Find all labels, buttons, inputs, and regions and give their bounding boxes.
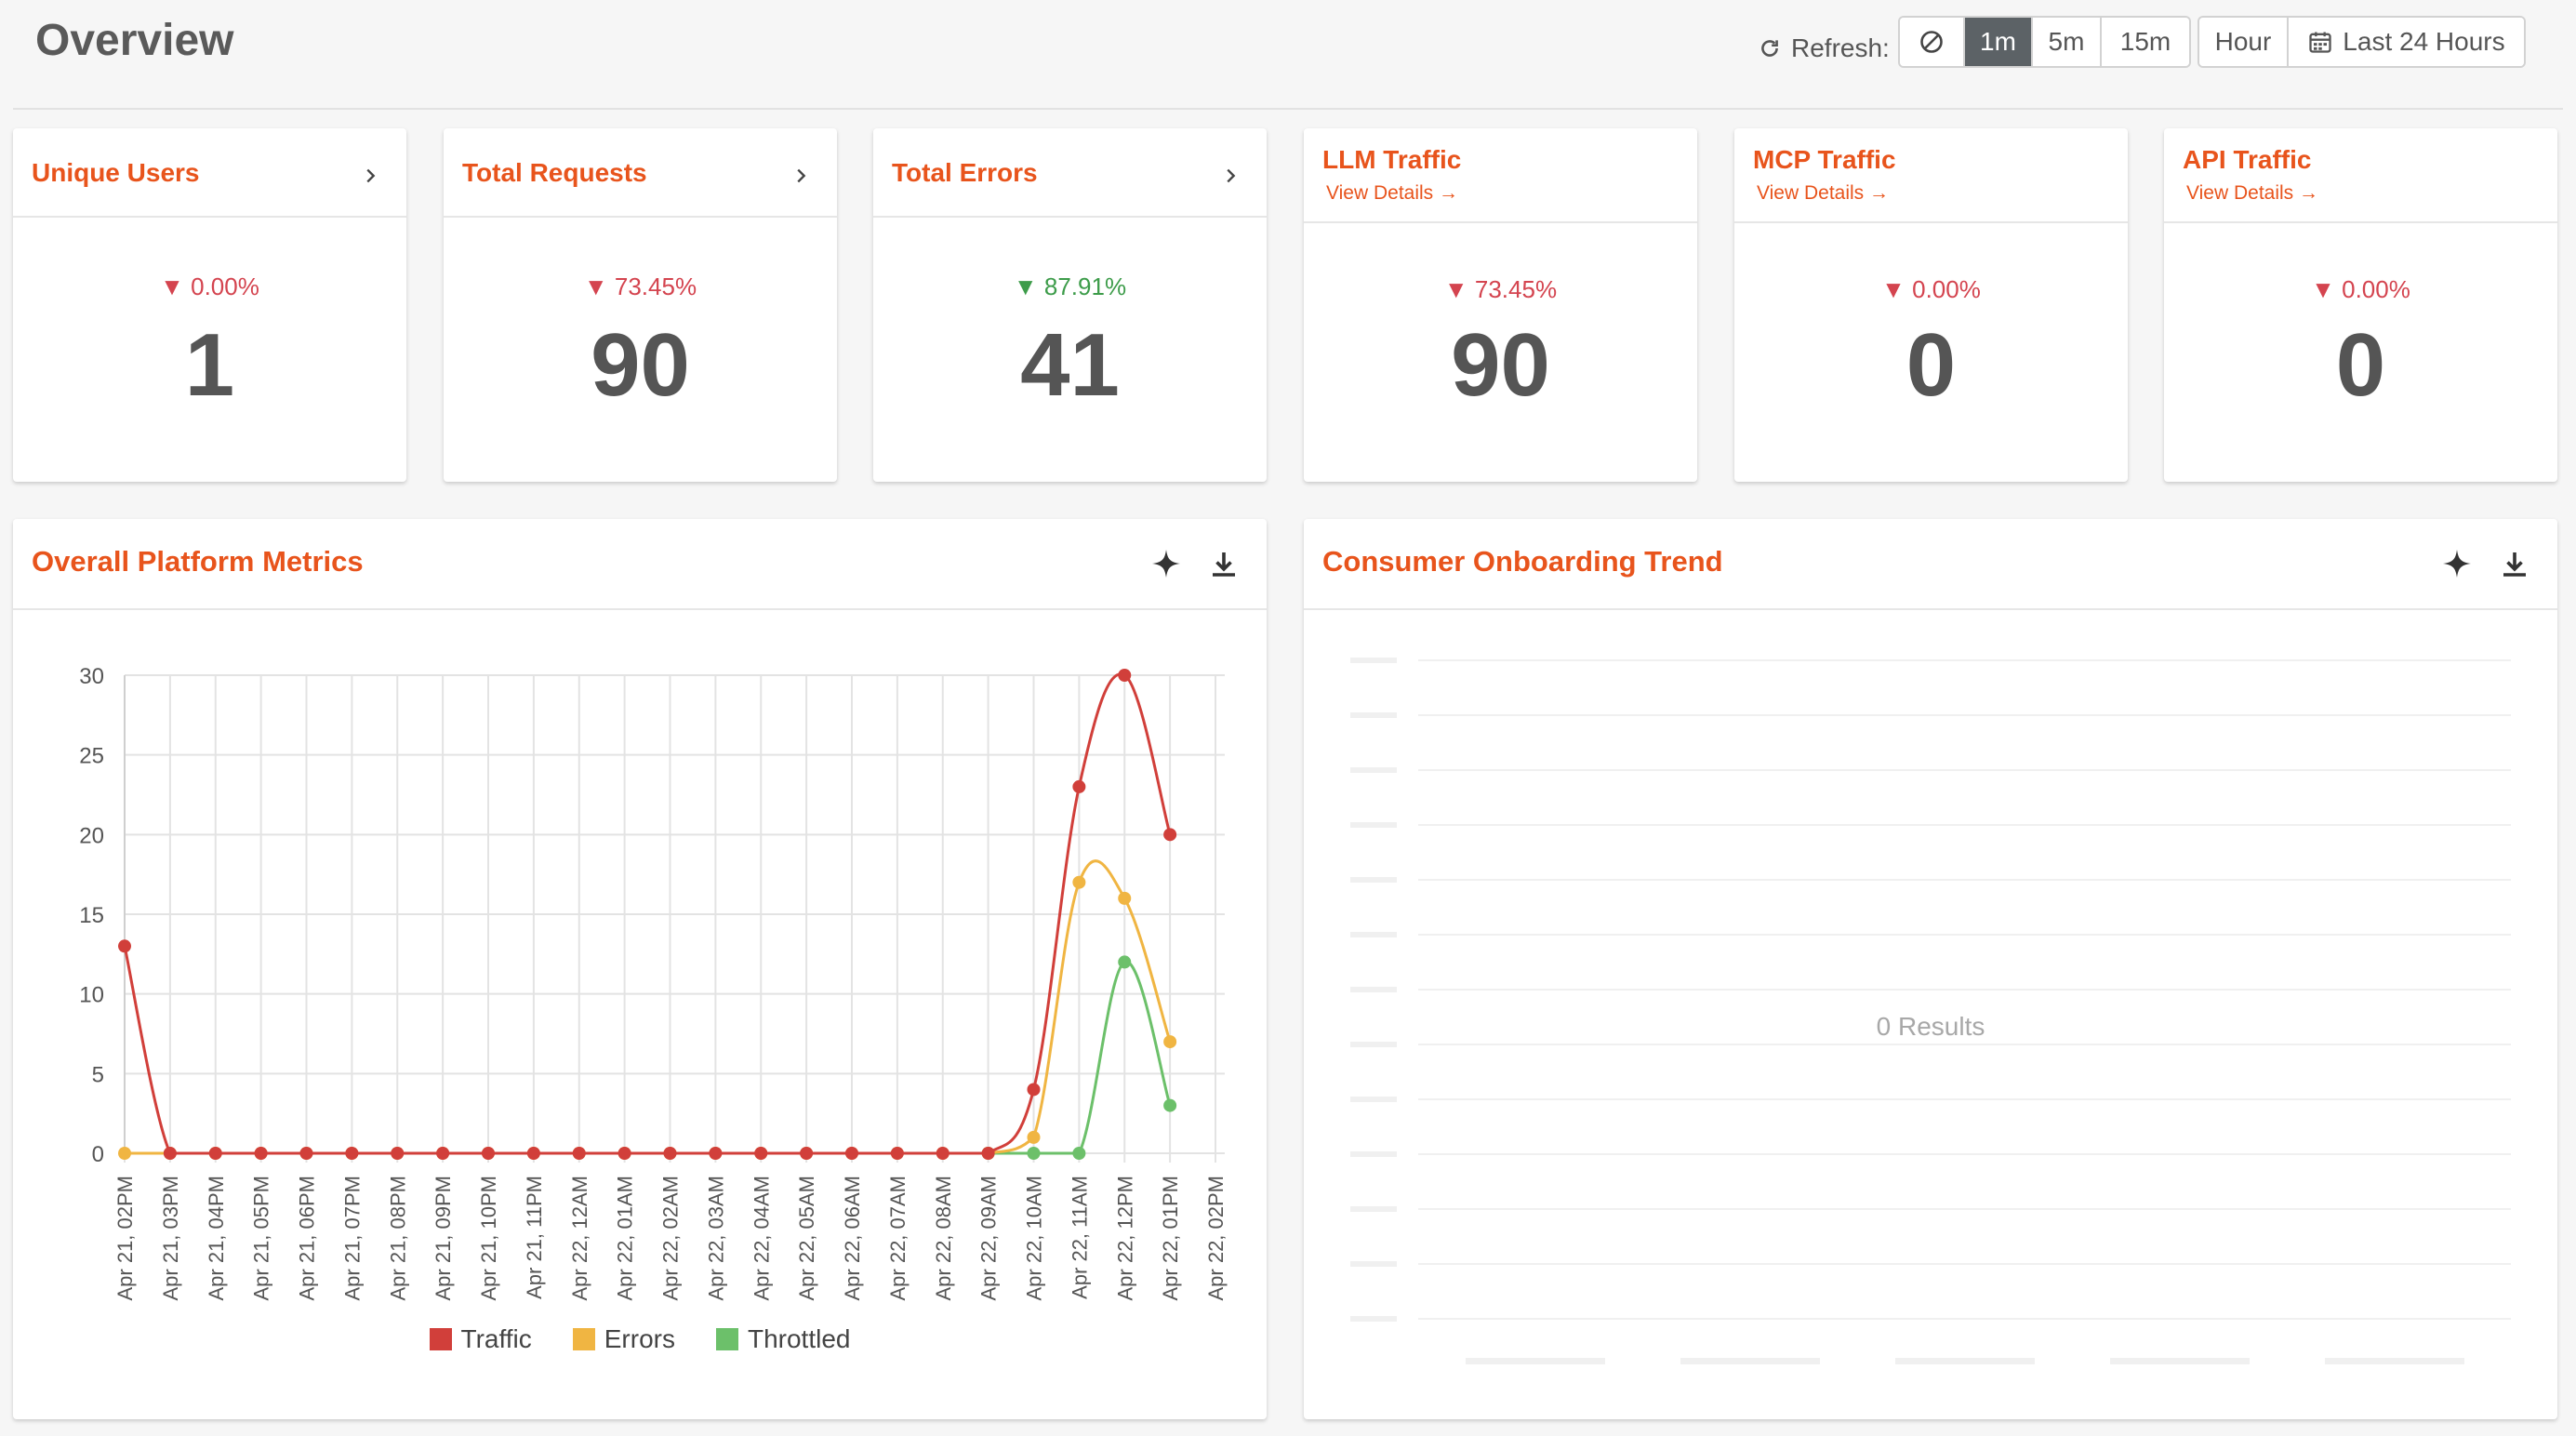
- disabled-icon: [1920, 31, 1943, 53]
- refresh-off-button[interactable]: [1900, 18, 1965, 66]
- refresh-15m-button[interactable]: 15m: [2102, 18, 2189, 66]
- refresh-5m-button[interactable]: 5m: [2033, 18, 2102, 66]
- page-header: Overview Refresh: 1m 5m 15m Hour: [0, 0, 2576, 110]
- kpi-value: 90: [591, 315, 690, 415]
- kpi-title: LLM Traffic: [1322, 145, 1462, 174]
- refresh-label: Refresh:: [1791, 33, 1890, 62]
- download-icon[interactable]: [1207, 547, 1241, 580]
- time-range-group: Hour Last 24 Hours: [2198, 16, 2526, 68]
- kpi-value: 0: [1905, 315, 1957, 415]
- onboarding-trend-panel: Consumer Onboarding Trend: [1304, 519, 2557, 1419]
- kpi-delta: ▼ 73.45%: [1443, 275, 1558, 303]
- legend-label: Throttled: [747, 1324, 851, 1353]
- chevron-right-icon[interactable]: [360, 166, 380, 186]
- legend-item-traffic[interactable]: Traffic: [429, 1324, 532, 1354]
- view-details-link[interactable]: View Details →: [1326, 182, 1458, 204]
- kpi-card-total-requests[interactable]: Total Requests ▼ 73.45% 90: [444, 128, 837, 482]
- platform-metrics-panel: Overall Platform Metrics: [13, 519, 1267, 1419]
- kpi-value: 90: [1451, 315, 1550, 415]
- legend-item-throttled[interactable]: Throttled: [715, 1324, 851, 1354]
- kpi-card-llm-traffic: LLM Traffic View Details → ▼ 73.45% 90: [1304, 128, 1697, 482]
- chevron-right-icon[interactable]: [790, 166, 811, 186]
- time-range-label: Last 24 Hours: [2343, 27, 2505, 56]
- page-title: Overview: [35, 16, 234, 65]
- kpi-title: Unique Users: [32, 158, 200, 187]
- kpi-card-total-errors[interactable]: Total Errors ▼ 87.91% 41: [873, 128, 1267, 482]
- kpi-delta: ▼ 0.00%: [1881, 275, 1981, 303]
- kpi-delta: ▼ 0.00%: [2311, 275, 2410, 303]
- download-icon[interactable]: [2498, 547, 2531, 580]
- refresh-icon[interactable]: [1758, 36, 1782, 60]
- time-range-button[interactable]: Last 24 Hours: [2288, 18, 2524, 66]
- kpi-value: 0: [2335, 315, 2386, 415]
- legend-label: Traffic: [460, 1324, 532, 1353]
- header-divider: [13, 108, 2563, 110]
- kpi-delta: ▼ 0.00%: [160, 273, 259, 300]
- kpi-value: 1: [184, 315, 235, 415]
- view-details-link[interactable]: View Details →: [2186, 182, 2318, 204]
- granularity-button[interactable]: Hour: [2199, 18, 2289, 66]
- kpi-card-unique-users[interactable]: Unique Users ▼ 0.00% 1: [13, 128, 406, 482]
- panel-title: Overall Platform Metrics: [32, 545, 364, 578]
- kpi-value: 41: [1020, 315, 1120, 415]
- kpi-title: Total Errors: [892, 158, 1038, 187]
- legend-swatch: [429, 1328, 452, 1350]
- sparkle-icon[interactable]: [1149, 547, 1183, 580]
- chevron-right-icon[interactable]: [1220, 166, 1241, 186]
- kpi-title: Total Requests: [462, 158, 647, 187]
- sparkle-icon[interactable]: [2440, 547, 2474, 580]
- empty-state-text: 0 Results: [1876, 1012, 1985, 1041]
- legend-label: Errors: [604, 1324, 675, 1353]
- kpi-delta: ▼ 73.45%: [583, 273, 697, 300]
- calendar-icon: [2309, 32, 2331, 53]
- legend-swatch: [572, 1328, 595, 1350]
- legend-swatch: [715, 1328, 738, 1350]
- kpi-card-mcp-traffic: MCP Traffic View Details → ▼ 0.00% 0: [1734, 128, 2128, 482]
- refresh-interval-group: 1m 5m 15m: [1898, 16, 2191, 68]
- legend-item-errors[interactable]: Errors: [572, 1324, 675, 1354]
- kpi-title: MCP Traffic: [1753, 145, 1896, 174]
- chart-legend: Traffic Errors Throttled: [13, 1324, 1267, 1354]
- refresh-1m-button[interactable]: 1m: [1965, 18, 2033, 66]
- kpi-title: API Traffic: [2183, 145, 2312, 174]
- kpi-delta: ▼ 87.91%: [1013, 273, 1127, 300]
- panel-title: Consumer Onboarding Trend: [1322, 545, 1723, 578]
- refresh-control: Refresh:: [1758, 22, 1890, 74]
- kpi-card-api-traffic: API Traffic View Details → ▼ 0.00% 0: [2164, 128, 2557, 482]
- view-details-link[interactable]: View Details →: [1757, 182, 1889, 204]
